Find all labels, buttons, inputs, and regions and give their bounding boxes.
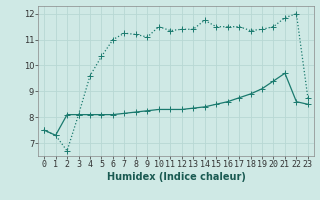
X-axis label: Humidex (Indice chaleur): Humidex (Indice chaleur) xyxy=(107,172,245,182)
